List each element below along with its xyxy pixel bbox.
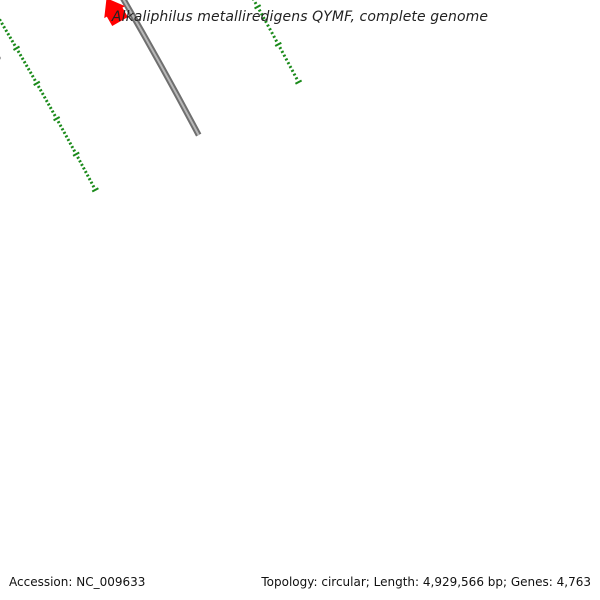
tick-mark <box>26 67 31 71</box>
tick-mark <box>38 88 43 92</box>
tick-mark <box>22 60 27 64</box>
tick-mark <box>56 120 61 124</box>
tick-mark <box>284 57 289 62</box>
tick-mark <box>87 177 92 181</box>
tick-mark <box>262 16 266 20</box>
genome-backbone <box>120 0 202 137</box>
tick-mark <box>52 113 57 117</box>
tick-mark <box>268 27 272 31</box>
tick-mark <box>266 23 270 28</box>
tick-mark <box>270 31 274 35</box>
tick-mark <box>78 159 82 163</box>
tick-mark <box>278 46 283 50</box>
tick-mark <box>254 4 262 10</box>
tick-mark <box>50 109 55 114</box>
tick-mark <box>28 71 33 75</box>
tick-mark <box>33 80 41 86</box>
tick-mark <box>32 78 37 82</box>
tick-mark <box>0 18 2 22</box>
tick-mark <box>85 173 90 178</box>
gene-features <box>104 0 128 26</box>
gene-feature <box>104 0 128 26</box>
tick-mark <box>18 53 23 57</box>
tick-mark <box>294 76 299 80</box>
tick-mark <box>274 39 278 43</box>
tick-mark <box>0 22 4 26</box>
tick-mark <box>10 39 15 43</box>
tick-mark <box>288 65 293 69</box>
tick-mark <box>294 79 303 85</box>
tick-mark <box>2 25 6 29</box>
tick-mark <box>83 170 88 174</box>
tick-mark <box>72 149 77 153</box>
tick-mark <box>253 1 258 5</box>
tick-mark <box>53 116 61 122</box>
tick-mark <box>24 64 29 68</box>
tick-mark <box>60 127 65 131</box>
tick-mark <box>48 106 53 110</box>
kbp-label: 870 kbp <box>0 53 1 63</box>
tick-mark <box>30 74 35 78</box>
tick-mark <box>46 102 51 107</box>
inner-tick-ring <box>0 18 99 193</box>
tick-mark <box>272 35 276 39</box>
tick-mark <box>259 12 264 16</box>
tick-mark <box>89 181 94 185</box>
tick-mark <box>70 145 75 149</box>
tick-mark <box>64 134 69 138</box>
tick-mark <box>280 50 285 54</box>
tick-mark <box>58 124 63 128</box>
tick-mark <box>80 163 84 167</box>
tick-mark <box>42 95 47 100</box>
kbp-labels: 870 kbp871 kbp872 kbp873 kbp874 kbp875 k… <box>0 53 1 63</box>
tick-mark <box>12 45 21 51</box>
tick-mark <box>274 41 282 47</box>
tick-mark <box>286 61 291 65</box>
tick-mark <box>12 43 17 47</box>
tick-mark <box>6 32 11 36</box>
tick-mark <box>4 29 9 33</box>
tick-mark <box>16 50 21 54</box>
tick-mark <box>66 138 71 142</box>
tick-mark <box>257 8 262 13</box>
tick-mark <box>292 72 297 77</box>
map-title: Alkaliphilus metalliredigens QYMF, compl… <box>111 9 489 25</box>
tick-mark <box>40 92 45 96</box>
tick-mark <box>82 166 86 171</box>
tick-mark <box>91 184 96 188</box>
tick-mark <box>282 54 287 58</box>
backbone-highlight <box>122 0 200 136</box>
tick-mark <box>72 151 80 157</box>
tick-rings <box>0 0 303 193</box>
tick-mark <box>68 141 73 146</box>
tick-mark <box>62 131 67 135</box>
accession-text: Accession: NC_009633 <box>9 575 146 589</box>
outer-tick-ring <box>252 0 303 85</box>
tick-mark <box>76 156 80 160</box>
tick-mark <box>36 85 41 89</box>
tick-mark <box>8 36 13 40</box>
topology-text: Topology: circular; Length: 4,929,566 bp… <box>261 575 591 589</box>
tick-mark <box>91 187 99 193</box>
tick-mark <box>44 99 49 103</box>
tick-mark <box>290 69 295 73</box>
tick-mark <box>264 20 268 24</box>
tick-mark <box>20 57 25 61</box>
